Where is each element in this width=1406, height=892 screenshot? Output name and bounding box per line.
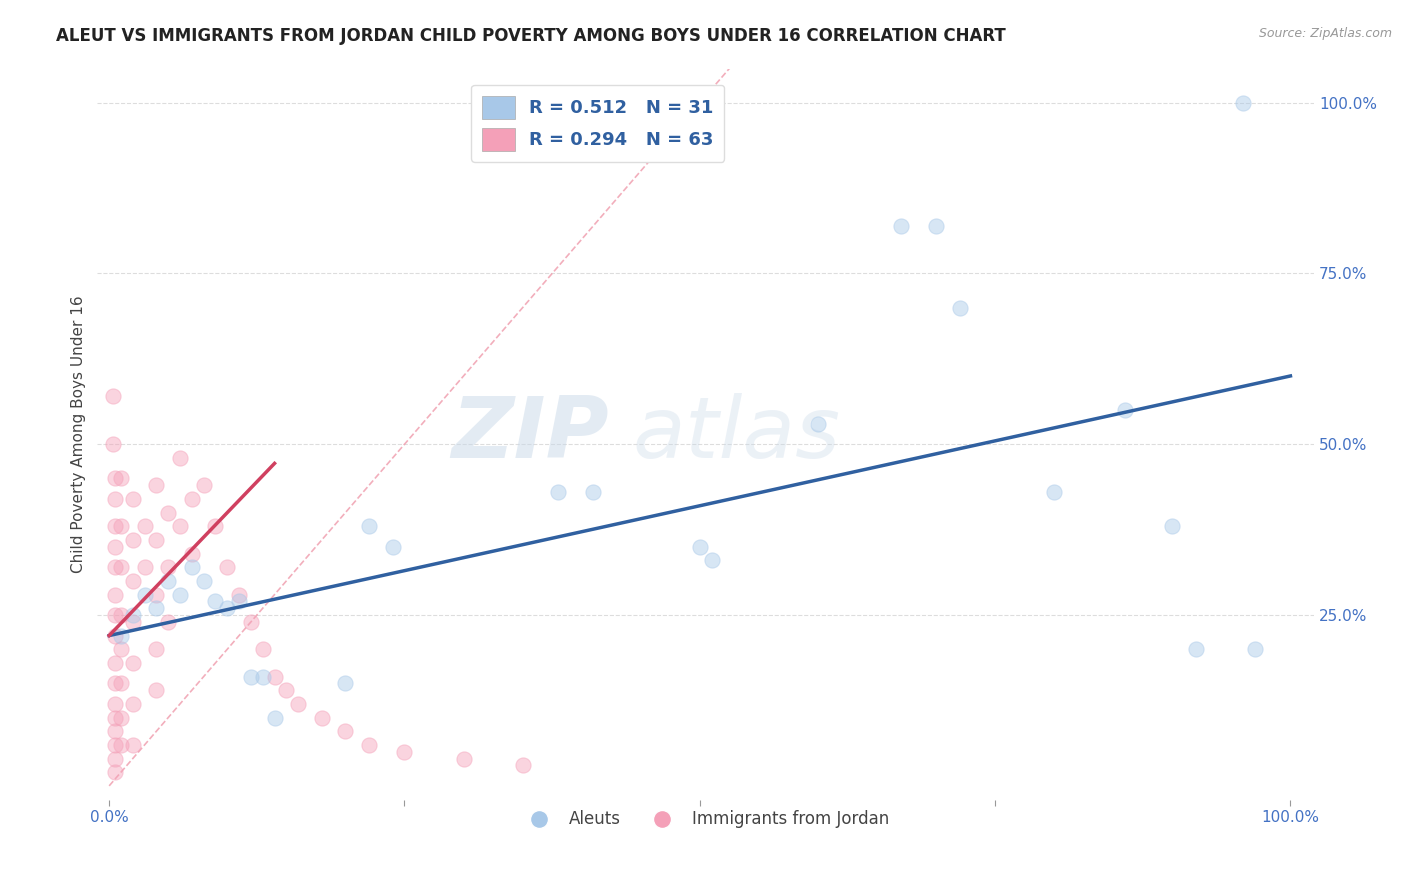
Point [1244,642,1267,657]
Point [134,560,156,574]
Point [394,745,416,759]
Point [169,450,191,465]
Point [512,758,534,772]
Point [252,669,274,683]
Point [121,697,143,711]
Text: Source: ZipAtlas.com: Source: ZipAtlas.com [1258,27,1392,40]
Point [110,642,132,657]
Point [180,491,202,506]
Point [1114,403,1136,417]
Point [110,629,132,643]
Point [228,594,250,608]
Point [121,615,143,629]
Point [276,683,298,698]
Point [807,417,830,431]
Point [104,697,127,711]
Point [104,491,127,506]
Point [104,765,127,780]
Point [335,724,357,739]
Point [121,574,143,588]
Point [169,519,191,533]
Point [204,519,226,533]
Y-axis label: Child Poverty Among Boys Under 16: Child Poverty Among Boys Under 16 [72,295,86,573]
Text: ALEUT VS IMMIGRANTS FROM JORDAN CHILD POVERTY AMONG BOYS UNDER 16 CORRELATION CH: ALEUT VS IMMIGRANTS FROM JORDAN CHILD PO… [56,27,1005,45]
Point [1185,642,1208,657]
Point [287,697,309,711]
Point [453,751,475,765]
Point [263,710,285,724]
Point [217,560,239,574]
Point [145,588,167,602]
Point [145,533,167,547]
Point [104,656,127,670]
Point [157,560,180,574]
Point [110,560,132,574]
Point [193,574,215,588]
Point [180,560,202,574]
Text: ZIP: ZIP [451,392,609,475]
Point [104,629,127,643]
Point [121,533,143,547]
Point [101,389,124,403]
Point [180,547,202,561]
Point [104,738,127,752]
Point [157,506,180,520]
Point [204,594,226,608]
Text: atlas: atlas [633,392,841,475]
Point [263,669,285,683]
Point [145,478,167,492]
Point [1161,519,1184,533]
Point [110,519,132,533]
Point [157,574,180,588]
Point [357,738,380,752]
Point [104,588,127,602]
Point [252,642,274,657]
Point [217,601,239,615]
Point [104,724,127,739]
Point [104,608,127,623]
Point [311,710,333,724]
Legend: Aleuts, Immigrants from Jordan: Aleuts, Immigrants from Jordan [515,804,896,835]
Point [110,608,132,623]
Point [104,710,127,724]
Point [1232,95,1254,110]
Point [239,615,262,629]
Point [890,219,912,233]
Point [104,560,127,574]
Point [700,553,723,567]
Point [1043,485,1066,500]
Point [104,540,127,554]
Point [134,519,156,533]
Point [104,676,127,690]
Point [104,471,127,485]
Point [157,615,180,629]
Point [101,437,124,451]
Point [134,588,156,602]
Point [193,478,215,492]
Point [582,485,605,500]
Point [110,676,132,690]
Point [121,656,143,670]
Point [110,738,132,752]
Point [121,738,143,752]
Point [121,491,143,506]
Point [145,642,167,657]
Point [104,519,127,533]
Point [381,540,404,554]
Point [357,519,380,533]
Point [145,601,167,615]
Point [689,540,711,554]
Point [110,710,132,724]
Point [949,301,972,315]
Point [239,669,262,683]
Point [121,608,143,623]
Point [547,485,569,500]
Point [925,219,948,233]
Point [110,471,132,485]
Point [104,751,127,765]
Point [169,588,191,602]
Point [145,683,167,698]
Point [335,676,357,690]
Point [228,588,250,602]
